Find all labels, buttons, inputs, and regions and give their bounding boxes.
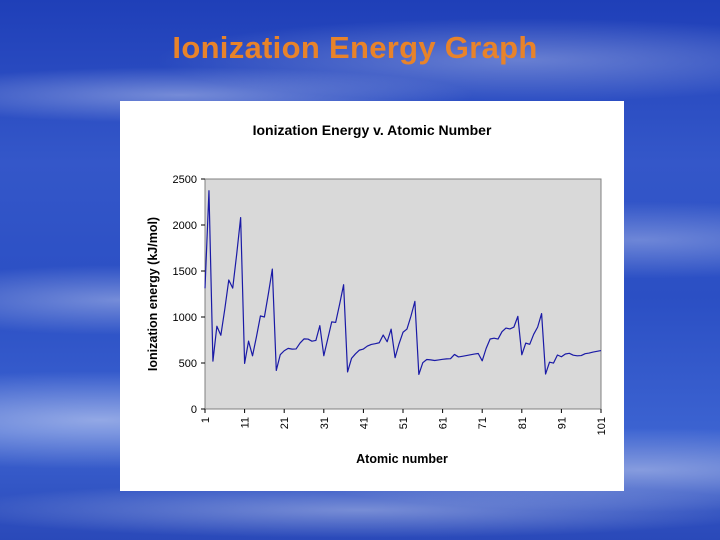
- plot-area: [204, 178, 602, 410]
- ionization-energy-chart: Ionization Energy v. Atomic Number 0 500 1…: [146, 122, 608, 466]
- x-tick-label: 1: [200, 417, 212, 423]
- x-tick-label: 31: [319, 417, 331, 429]
- x-axis-label: Atomic number: [356, 452, 448, 466]
- x-tick-label: 101: [596, 417, 608, 435]
- x-tick-label: 81: [517, 417, 529, 429]
- x-tick-label: 11: [240, 417, 252, 428]
- chart-title: Ionization Energy v. Atomic Number: [253, 122, 492, 138]
- x-tick-label: 21: [279, 417, 291, 429]
- y-axis: 0 500 1000 1500 2000 2500: [173, 174, 205, 416]
- x-axis: 1 11 21 31 41 51 61 71 81 91 101: [200, 409, 608, 435]
- y-tick-label: 1500: [173, 266, 197, 278]
- x-tick-label: 51: [398, 417, 410, 429]
- series-line: [204, 190, 602, 376]
- y-tick-label: 2000: [173, 220, 197, 232]
- y-tick-label: 2500: [173, 174, 197, 186]
- x-tick-label: 41: [358, 417, 370, 429]
- y-tick-label: 500: [179, 358, 197, 370]
- x-tick-label: 71: [477, 417, 489, 429]
- y-tick-label: 0: [191, 404, 197, 416]
- slide-title: Ionization Energy Graph: [172, 30, 538, 65]
- y-tick-label: 1000: [173, 312, 197, 324]
- y-axis-label: Ionization energy (kJ/mol): [146, 217, 160, 371]
- chart-panel: Ionization Energy v. Atomic Number 0 500 1…: [120, 101, 624, 491]
- x-tick-label: 91: [556, 417, 568, 429]
- x-tick-label: 61: [438, 417, 450, 429]
